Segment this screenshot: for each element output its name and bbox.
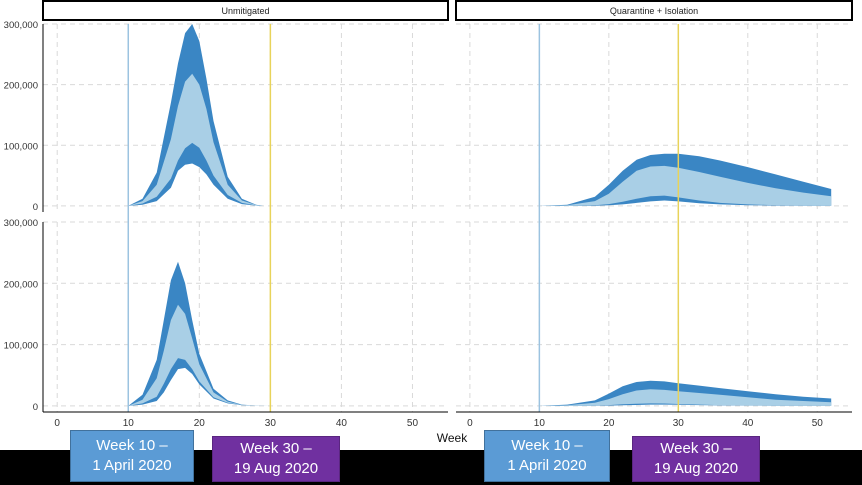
week10-label-line1: Week 10 – [96,437,168,454]
week10-label-line1: Week 10 – [511,437,583,454]
week30-label-line1: Week 30 – [660,440,732,457]
y-tick-label: 100,000 [4,141,38,152]
facet-strip-label: Quarantine + Isolation [610,6,698,16]
x-tick-label: 0 [54,418,60,429]
week10-label-right: Week 10 – 1 April 2020 [484,430,610,482]
chart-layer: Unmitigated Quarantine + Isolation 0 100,00… [4,0,853,445]
week10-label-line2: 1 April 2020 [92,457,172,474]
y-tick-label: 0 [33,402,38,413]
x-axis-title: Week [437,431,468,445]
y-tick-label: 200,000 [4,279,38,290]
week30-label-line2: 19 Aug 2020 [233,460,319,477]
inner-band [539,389,832,406]
y-tick-label: 0 [33,202,38,213]
x-tick-label: 10 [123,418,135,429]
week30-label-line2: 19 Aug 2020 [653,460,739,477]
x-tick-label: 30 [673,418,685,429]
facet-strip-label: Unmitigated [221,6,269,16]
x-tick-label: 30 [265,418,277,429]
y-tick-label: 300,000 [4,20,38,31]
week10-label-left: Week 10 – 1 April 2020 [70,430,194,482]
week30-label-line1: Week 30 – [240,440,312,457]
facet-strip-1 [455,0,853,21]
facet-strip-0 [42,0,449,21]
x-tick-label: 40 [742,418,754,429]
x-tick-label: 0 [467,418,473,429]
y-tick-label: 200,000 [4,81,38,92]
x-tick-label: 20 [194,418,206,429]
inner-band [92,73,271,206]
week10-label-line2: 1 April 2020 [507,457,587,474]
inner-band [539,165,832,206]
x-tick-label: 40 [336,418,348,429]
x-tick-label: 50 [407,418,419,429]
y-tick-label: 100,000 [4,341,38,352]
week30-label-left: Week 30 – 19 Aug 2020 [212,436,340,482]
x-tick-label: 10 [534,418,546,429]
inner-band [92,304,271,406]
y-tick-label: 300,000 [4,218,38,229]
x-tick-label: 20 [603,418,615,429]
x-tick-label: 50 [812,418,824,429]
week30-label-right: Week 30 – 19 Aug 2020 [632,436,760,482]
